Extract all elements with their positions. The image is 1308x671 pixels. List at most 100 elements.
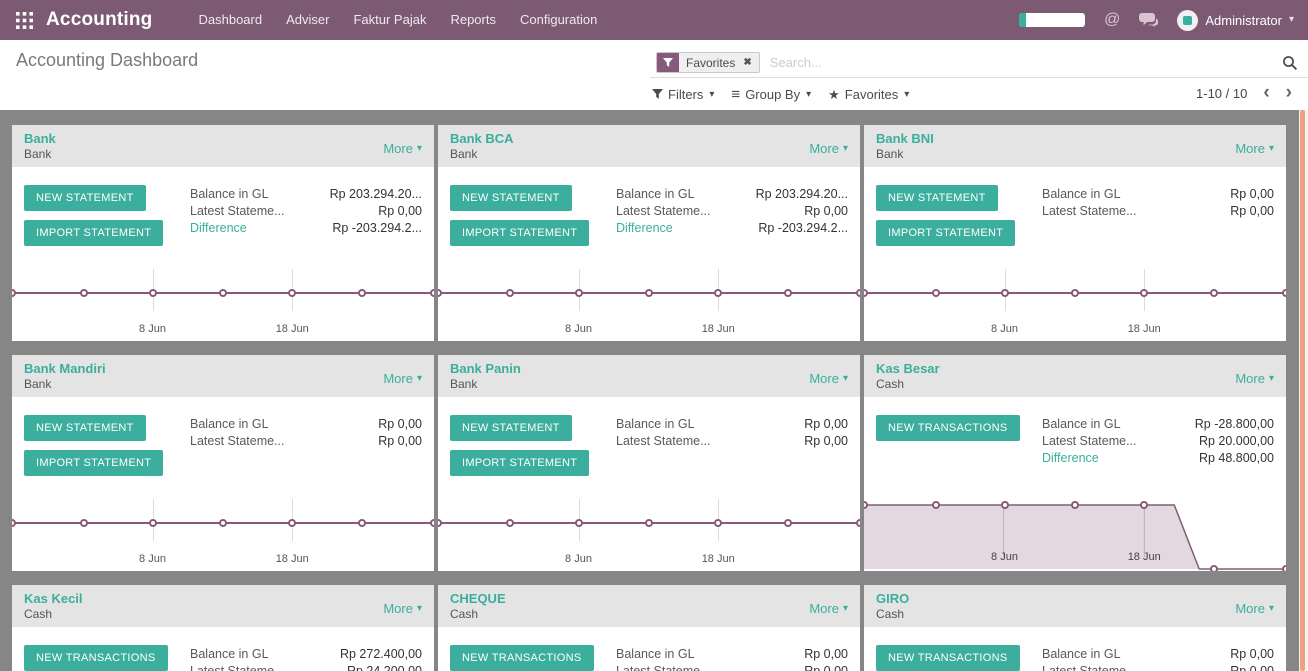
more-button[interactable]: More ▾ xyxy=(809,141,848,156)
app-title[interactable]: Accounting xyxy=(46,9,153,30)
favorites-button[interactable]: ★ Favorites ▾ xyxy=(828,86,910,103)
import-statement-button[interactable]: IMPORT STATEMENT xyxy=(876,220,1016,246)
search-input[interactable] xyxy=(769,55,1278,70)
chevron-down-icon: ▾ xyxy=(709,88,715,100)
menu-item-reports[interactable]: Reports xyxy=(450,12,496,27)
import-statement-button[interactable]: IMPORT STATEMENT xyxy=(24,220,164,246)
import-statement-button[interactable]: IMPORT STATEMENT xyxy=(450,450,590,476)
group-by-button[interactable]: ≡ Group By ▾ xyxy=(731,86,812,103)
balance-area-chart: 8 Jun 18 Jun xyxy=(864,499,1286,571)
new-transactions-button[interactable]: NEW TRANSACTIONS xyxy=(876,415,1020,441)
card-stats: Balance in GL Rp 203.294.20... Latest Sta… xyxy=(616,187,848,235)
card-stats: Balance in GL Rp 0,00 Latest Stateme... Rp… xyxy=(616,647,848,671)
card-stats: Balance in GL Rp 0,00 Latest Stateme... Rp… xyxy=(190,417,422,448)
new-statement-button[interactable]: NEW STATEMENT xyxy=(450,415,572,441)
more-button[interactable]: More ▾ xyxy=(383,601,422,616)
card-stats: Balance in GL Rp 0,00 Latest Stateme... Rp… xyxy=(1042,647,1274,671)
menu-item-faktur-pajak[interactable]: Faktur Pajak xyxy=(353,12,427,27)
journal-title[interactable]: Bank Mandiri xyxy=(24,361,106,376)
chevron-down-icon: ▾ xyxy=(842,602,848,614)
journal-title[interactable]: GIRO xyxy=(876,591,910,606)
chart-tick: 8 Jun xyxy=(991,323,1018,335)
main-menu: Dashboard Adviser Faktur Pajak Reports C… xyxy=(187,0,610,40)
new-transactions-button[interactable]: NEW TRANSACTIONS xyxy=(24,645,168,671)
pager-next-button[interactable]: › xyxy=(1285,82,1292,103)
chevron-down-icon: ▾ xyxy=(416,142,422,154)
facet-label: Favorites xyxy=(686,55,736,70)
card-stats: Balance in GL Rp 272.400,00 Latest Statem… xyxy=(190,647,422,671)
facet-remove-icon[interactable]: ✖ xyxy=(743,57,752,68)
journal-type: Cash xyxy=(450,607,479,621)
vertical-scrollbar[interactable] xyxy=(1300,110,1305,671)
journal-card-bank-bca: Bank BCA Bank More ▾ NEW STATEMENT IMPORT… xyxy=(438,125,860,341)
journal-title[interactable]: Kas Kecil xyxy=(24,591,83,606)
journal-card-giro: GIRO Cash More ▾ NEW TRANSACTIONS Balance… xyxy=(864,585,1286,671)
dashboard-content: Bank Bank More ▾ NEW STATEMENT IMPORT STA… xyxy=(0,110,1308,671)
card-header: GIRO Cash More ▾ xyxy=(864,585,1286,627)
journal-card-kas-kecil: Kas Kecil Cash More ▾ NEW TRANSACTIONS Ba… xyxy=(12,585,434,671)
journal-type: Bank xyxy=(24,147,52,161)
pager-previous-button[interactable]: ‹ xyxy=(1263,82,1270,103)
chevron-down-icon: ▾ xyxy=(842,372,848,384)
journal-title[interactable]: Bank BCA xyxy=(450,131,514,146)
messages-icon[interactable] xyxy=(1139,12,1159,28)
mentions-icon[interactable]: @ xyxy=(1104,11,1121,28)
new-statement-button[interactable]: NEW STATEMENT xyxy=(876,185,998,211)
new-statement-button[interactable]: NEW STATEMENT xyxy=(24,185,146,211)
chart-tick: 8 Jun xyxy=(565,553,592,565)
chart-tick: 8 Jun xyxy=(991,551,1018,563)
card-header: Bank Panin Bank More ▾ xyxy=(438,355,860,397)
journal-title[interactable]: Bank Panin xyxy=(450,361,521,376)
apps-grid-icon[interactable] xyxy=(14,10,34,30)
import-statement-button[interactable]: IMPORT STATEMENT xyxy=(24,450,164,476)
more-button[interactable]: More ▾ xyxy=(383,371,422,386)
new-statement-button[interactable]: NEW STATEMENT xyxy=(24,415,146,441)
search-icon[interactable] xyxy=(1282,55,1298,71)
journal-type: Cash xyxy=(876,607,905,621)
menu-item-configuration[interactable]: Configuration xyxy=(519,12,598,27)
menu-item-adviser[interactable]: Adviser xyxy=(286,12,330,27)
new-transactions-button[interactable]: NEW TRANSACTIONS xyxy=(450,645,594,671)
card-header: CHEQUE Cash More ▾ xyxy=(438,585,860,627)
filters-button[interactable]: Filters ▾ xyxy=(652,87,714,102)
pager-range[interactable]: 1-10 / 10 xyxy=(1196,85,1248,101)
user-menu[interactable]: Administrator ▾ xyxy=(1177,9,1294,31)
menu-item-dashboard[interactable]: Dashboard xyxy=(198,12,263,27)
journal-type: Bank xyxy=(450,147,478,161)
new-transactions-button[interactable]: NEW TRANSACTIONS xyxy=(876,645,1020,671)
card-body: NEW STATEMENT IMPORT STATEMENT Balance i… xyxy=(12,167,434,246)
difference-link[interactable]: Difference xyxy=(190,221,247,235)
journal-title[interactable]: Kas Besar xyxy=(876,361,940,376)
planner-progress-fill xyxy=(1019,13,1027,27)
journal-card-kas-besar: Kas Besar Cash More ▾ NEW TRANSACTIONS Ba… xyxy=(864,355,1286,571)
more-button[interactable]: More ▾ xyxy=(1235,371,1274,386)
journal-title[interactable]: CHEQUE xyxy=(450,591,506,606)
journal-title[interactable]: Bank BNI xyxy=(876,131,934,146)
filter-funnel-icon xyxy=(657,53,679,72)
chevron-down-icon: ▾ xyxy=(904,88,910,100)
journal-card-bank: Bank Bank More ▾ NEW STATEMENT IMPORT STA… xyxy=(12,125,434,341)
balance-sparkline: 8 Jun 18 Jun xyxy=(12,499,434,571)
new-statement-button[interactable]: NEW STATEMENT xyxy=(450,185,572,211)
more-button[interactable]: More ▾ xyxy=(1235,141,1274,156)
balance-sparkline: 8 Jun 18 Jun xyxy=(12,269,434,341)
more-button[interactable]: More ▾ xyxy=(809,371,848,386)
journal-type: Bank xyxy=(450,377,478,391)
more-button[interactable]: More ▾ xyxy=(809,601,848,616)
more-button[interactable]: More ▾ xyxy=(1235,601,1274,616)
planner-progress-bar[interactable] xyxy=(1019,13,1086,27)
card-header: Kas Kecil Cash More ▾ xyxy=(12,585,434,627)
journal-card-bank-mandiri: Bank Mandiri Bank More ▾ NEW STATEMENT IM… xyxy=(12,355,434,571)
chart-tick: 18 Jun xyxy=(275,323,309,335)
more-button[interactable]: More ▾ xyxy=(383,141,422,156)
difference-link[interactable]: Difference xyxy=(1042,451,1099,465)
journal-title[interactable]: Bank xyxy=(24,131,56,146)
journal-type: Cash xyxy=(24,607,53,621)
search-options: Filters ▾ ≡ Group By ▾ ★ Favorites ▾ xyxy=(652,86,909,103)
search-facet-favorites[interactable]: Favorites ✖ xyxy=(656,52,760,73)
import-statement-button[interactable]: IMPORT STATEMENT xyxy=(450,220,590,246)
difference-link[interactable]: Difference xyxy=(616,221,673,235)
card-stats: Balance in GL Rp 203.294.20... Latest Sta… xyxy=(190,187,422,235)
card-body: NEW TRANSACTIONS Balance in GL Rp 0,00 La… xyxy=(864,627,1286,671)
